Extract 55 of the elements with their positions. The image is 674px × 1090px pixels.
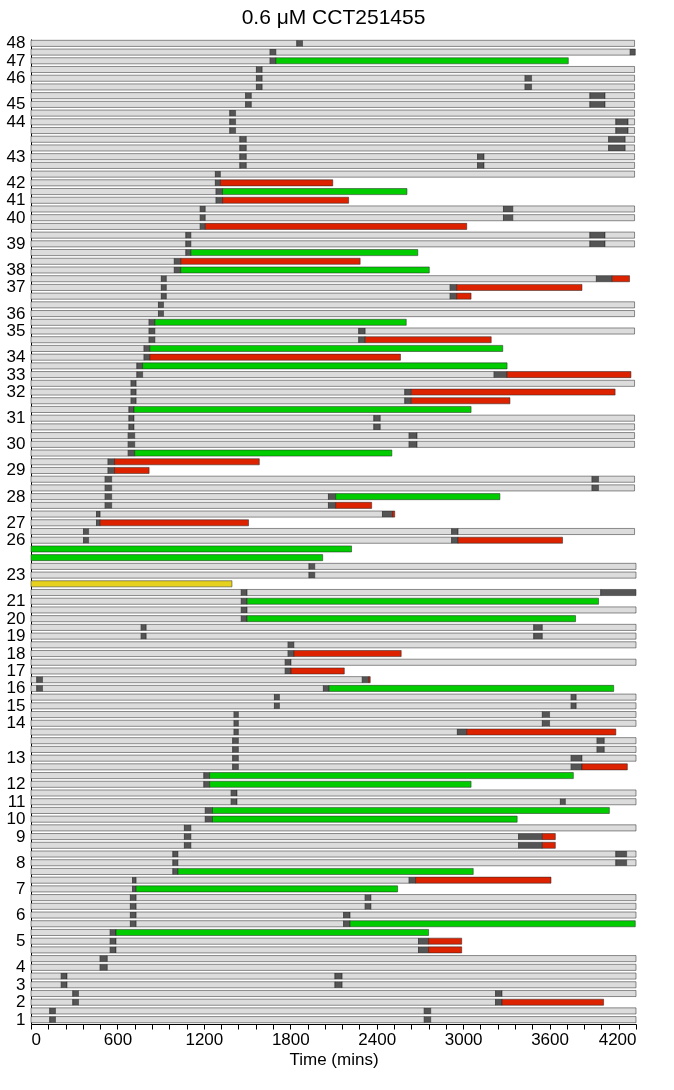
y-tick-label: 41 (6, 190, 26, 210)
y-tick-label: 31 (6, 408, 26, 428)
x-tick-label: 0 (31, 1029, 41, 1049)
y-tick-label: 1 (16, 1009, 26, 1029)
y-tick-label: 11 (7, 791, 26, 811)
x-tick-label: 1200 (185, 1029, 224, 1049)
x-tick-label: 3600 (531, 1029, 569, 1049)
y-tick-label: 8 (16, 852, 26, 872)
x-tick-label: 600 (103, 1029, 133, 1049)
y-tick-label: 6 (16, 905, 26, 925)
y-tick-label: 28 (6, 486, 26, 506)
y-tick-label: 48 (6, 33, 26, 53)
y-tick-label: 38 (6, 260, 26, 279)
y-tick-label: 15 (6, 695, 26, 715)
y-tick-label: 40 (6, 207, 26, 227)
y-tick-label: 44 (6, 111, 26, 131)
x-axis-title: Time (mins) (289, 1049, 379, 1069)
y-tick-label: 3 (16, 974, 26, 994)
y-tick-label: 12 (6, 774, 26, 794)
y-tick-label: 9 (16, 826, 26, 846)
y-tick-label: 36 (6, 303, 26, 323)
y-tick-label: 35 (6, 321, 26, 341)
x-tick-label: 2400 (358, 1029, 397, 1049)
y-tick-label: 19 (6, 626, 26, 646)
y-tick-label: 7 (16, 878, 26, 898)
y-tick-label: 21 (6, 591, 26, 611)
y-tick-label: 39 (6, 233, 26, 253)
y-tick-label: 2 (16, 992, 26, 1012)
y-tick-label: 37 (6, 277, 26, 297)
y-tick-label: 13 (6, 748, 26, 768)
x-tick-label: 1800 (271, 1029, 310, 1049)
y-tick-label: 33 (6, 364, 26, 384)
y-tick-label: 5 (16, 931, 26, 951)
y-tick-label: 18 (6, 643, 26, 663)
y-tick-label: 43 (6, 146, 26, 166)
x-tick-label: 4200 (598, 1029, 637, 1049)
y-tick-label: 29 (6, 460, 26, 480)
y-tick-label: 10 (6, 809, 26, 829)
y-tick-label: 26 (6, 530, 26, 550)
y-tick-label: 23 (6, 565, 26, 585)
x-tick-label: 3000 (444, 1029, 483, 1049)
y-tick-label: 16 (6, 678, 26, 698)
y-tick-label: 42 (6, 172, 26, 192)
y-tick-label: 27 (6, 512, 26, 532)
y-tick-label: 30 (6, 434, 26, 454)
y-tick-label: 47 (6, 50, 26, 70)
y-tick-label: 14 (6, 713, 26, 733)
chart-title: 0.6 μM CCT251455 (241, 4, 426, 28)
y-tick-label: 45 (6, 94, 26, 114)
y-tick-label: 17 (6, 660, 26, 680)
y-tick-label: 32 (6, 382, 26, 402)
y-tick-label: 46 (6, 68, 26, 88)
y-tick-label: 34 (6, 347, 26, 367)
y-tick-label: 20 (6, 608, 26, 628)
y-tick-label: 4 (16, 957, 26, 977)
